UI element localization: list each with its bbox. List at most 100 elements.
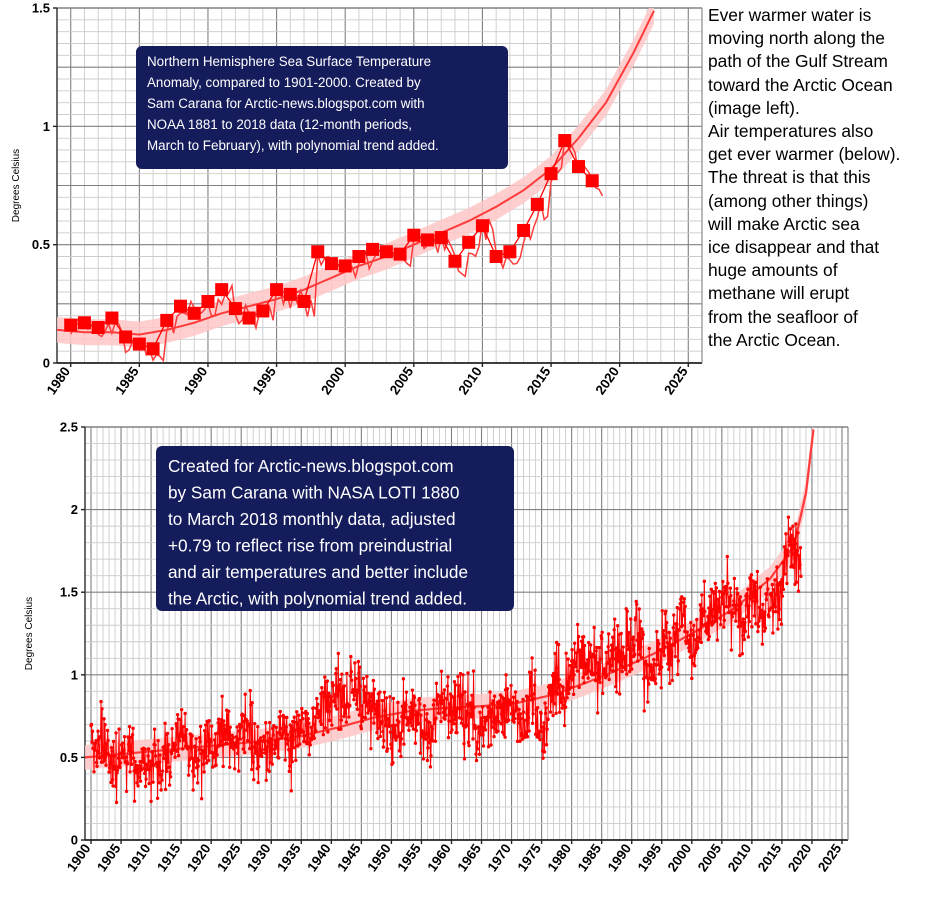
data-point (438, 694, 442, 698)
data-point (642, 709, 646, 713)
data-point (746, 635, 751, 639)
x-tick-label: 2020 (785, 841, 815, 874)
data-point (114, 800, 119, 805)
data-point (410, 724, 414, 728)
callout-line: NOAA 1881 to 2018 data (12-month periods… (147, 117, 412, 132)
data-point (770, 582, 775, 587)
data-point (792, 538, 797, 542)
data-point (739, 602, 743, 606)
data-point (356, 688, 360, 692)
data-point (629, 660, 633, 664)
data-point (113, 784, 118, 788)
data-point (586, 676, 590, 680)
data-point (401, 729, 405, 733)
data-point (287, 769, 291, 774)
data-point (237, 729, 241, 733)
data-point (636, 632, 640, 636)
data-point (797, 566, 802, 570)
data-point (424, 718, 429, 722)
data-point (489, 743, 493, 747)
data-point (798, 546, 803, 550)
data-point (202, 770, 206, 774)
data-point (474, 758, 479, 763)
data-point (260, 751, 264, 755)
data-point (754, 589, 759, 593)
data-point (558, 683, 562, 687)
data-point (762, 629, 767, 633)
data-point (289, 789, 293, 793)
data-point (218, 722, 223, 727)
data-point (658, 667, 662, 671)
data-point (546, 717, 550, 722)
data-point (295, 710, 299, 714)
data-point (198, 724, 203, 729)
data-point (389, 746, 394, 750)
data-point (604, 674, 609, 678)
data-point (112, 754, 116, 758)
data-point (706, 614, 710, 619)
data-point (550, 699, 554, 704)
data-point (732, 599, 736, 603)
data-point (403, 715, 407, 720)
data-point (336, 694, 340, 698)
data-point (417, 696, 422, 701)
data-point (725, 592, 729, 596)
x-tick-label: 1955 (394, 841, 424, 875)
data-point (280, 736, 284, 740)
data-point (134, 770, 138, 775)
data-point (411, 713, 415, 717)
data-point (349, 670, 354, 674)
data-point (409, 701, 414, 705)
data-point (279, 726, 283, 731)
data-point (786, 515, 791, 519)
data-point (339, 727, 343, 731)
data-point (511, 695, 516, 699)
data-marker (393, 247, 407, 261)
x-tick-label: 1920 (184, 841, 214, 874)
data-point (316, 715, 321, 720)
data-point (462, 742, 466, 746)
data-point (284, 725, 288, 729)
data-point (757, 605, 762, 610)
data-point (528, 675, 533, 680)
data-point (481, 744, 486, 748)
data-point (625, 609, 629, 614)
data-point (175, 712, 180, 717)
data-point (578, 662, 582, 667)
data-point (398, 731, 403, 735)
data-point (435, 699, 439, 703)
data-point (434, 716, 438, 720)
data-point (630, 667, 634, 671)
data-point (224, 727, 228, 732)
data-point (680, 623, 684, 628)
data-point (256, 780, 260, 785)
data-point (604, 650, 608, 655)
data-point (271, 726, 275, 731)
data-marker (146, 342, 160, 356)
y-axis-title: Degrees Celsius (24, 597, 35, 670)
data-point (206, 758, 211, 763)
data-marker (407, 228, 421, 242)
data-point (193, 749, 198, 754)
x-tick-label: 2025 (815, 841, 845, 875)
data-point (582, 681, 586, 685)
data-point (467, 743, 471, 748)
data-point (490, 725, 494, 729)
x-tick-label: 1985 (112, 364, 142, 398)
data-point (237, 769, 241, 773)
data-point (270, 762, 274, 766)
data-point (758, 585, 763, 589)
data-point (420, 731, 425, 736)
data-point (313, 715, 317, 719)
data-point (390, 723, 395, 728)
data-point (493, 727, 497, 731)
data-point (219, 739, 224, 743)
data-point (560, 706, 564, 710)
data-point (96, 729, 100, 733)
data-point (466, 740, 471, 745)
data-point (640, 636, 644, 641)
data-marker (475, 219, 489, 233)
data-point (184, 741, 188, 745)
data-point (543, 711, 548, 716)
data-point (719, 622, 723, 627)
